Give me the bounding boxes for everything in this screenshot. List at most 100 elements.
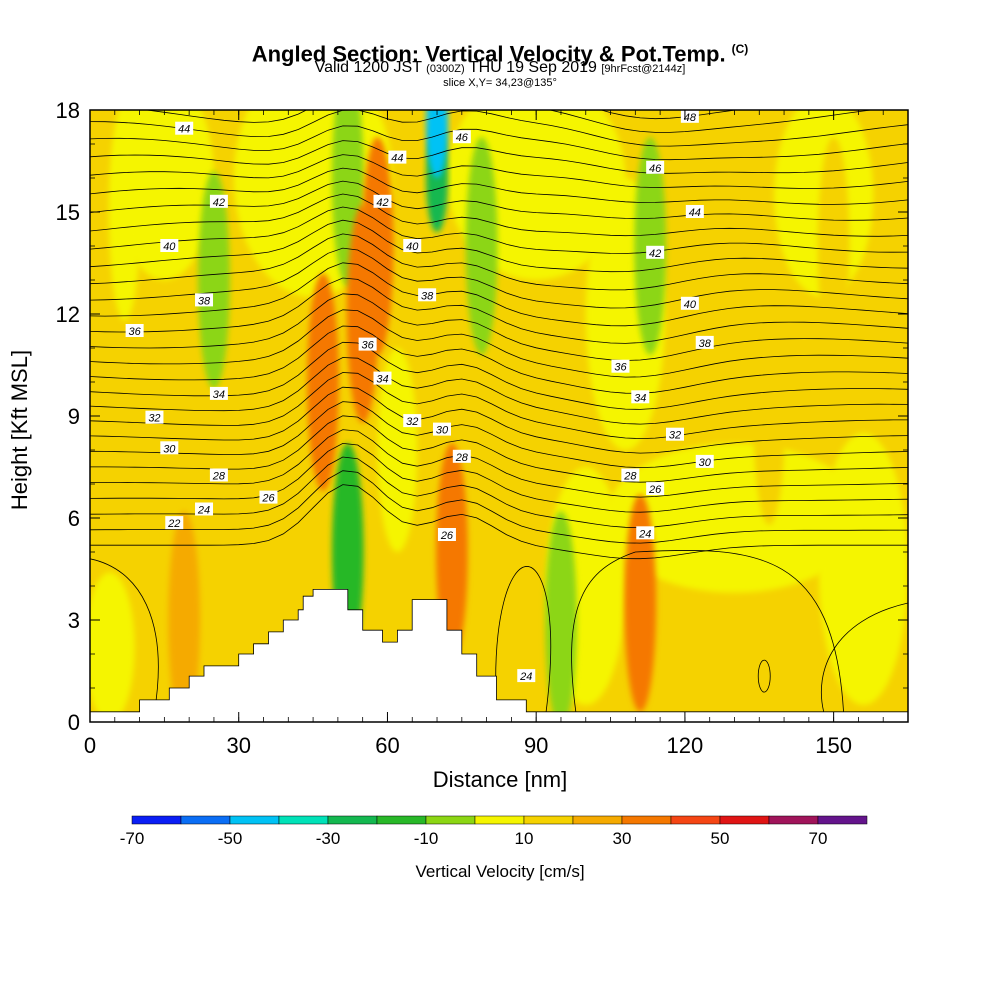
theta-label-text: 26 — [648, 484, 662, 496]
colorbar-segment — [377, 816, 426, 824]
theta-label-text: 42 — [376, 197, 388, 209]
theta-label-text: 46 — [456, 132, 469, 144]
theta-label: 30 — [433, 423, 451, 437]
y-tick-label: 12 — [56, 302, 80, 327]
y-tick-label: 18 — [56, 98, 80, 123]
colorbar-segment — [181, 816, 230, 824]
theta-label: 34 — [210, 387, 228, 401]
theta-label-text: 36 — [361, 340, 374, 352]
theta-label-text: 40 — [684, 299, 697, 311]
theta-label-text: 46 — [649, 163, 662, 175]
theta-label-text: 24 — [197, 505, 210, 517]
x-axis-label: Distance [nm] — [0, 767, 1000, 793]
theta-label: 42 — [373, 195, 391, 209]
theta-label: 40 — [403, 239, 421, 253]
velocity-patch — [819, 433, 908, 705]
theta-label-text: 44 — [391, 153, 403, 165]
theta-label: 42 — [210, 195, 228, 209]
theta-label: 28 — [210, 469, 228, 483]
theta-label-text: 40 — [406, 241, 419, 253]
colorbar-segment — [132, 816, 181, 824]
theta-label-text: 36 — [128, 326, 141, 338]
theta-label: 38 — [696, 336, 714, 350]
theta-label-text: 28 — [455, 452, 469, 464]
velocity-feature — [426, 69, 448, 178]
theta-label: 36 — [611, 360, 629, 374]
theta-label: 32 — [666, 428, 684, 442]
velocity-feature — [109, 103, 141, 321]
theta-label: 46 — [646, 161, 664, 175]
theta-label: 48 — [681, 110, 699, 124]
theta-label-text: 32 — [148, 413, 160, 425]
x-tick-label: 0 — [84, 733, 96, 758]
theta-label: 24 — [195, 503, 213, 517]
y-tick-label: 3 — [68, 608, 80, 633]
colorbar-tick-label: 10 — [515, 829, 534, 848]
velocity-patch — [85, 572, 135, 722]
velocity-feature — [466, 137, 498, 355]
colorbar-segment — [622, 816, 671, 824]
x-tick-label: 30 — [226, 733, 250, 758]
theta-label: 40 — [681, 297, 699, 311]
theta-label-text: 44 — [178, 124, 190, 136]
theta-label: 38 — [418, 288, 436, 302]
colorbar-segment — [671, 816, 720, 824]
theta-label-text: 40 — [163, 241, 176, 253]
theta-label-text: 42 — [649, 248, 661, 260]
theta-label: 42 — [646, 246, 664, 260]
colorbar-segment — [475, 816, 524, 824]
theta-label-text: 28 — [212, 471, 226, 483]
theta-label-text: 34 — [213, 389, 225, 401]
y-axis-label: Height [Kft MSL] — [10, 420, 30, 440]
theta-label-text: 24 — [519, 671, 532, 683]
velocity-feature — [307, 273, 339, 491]
theta-label-text: 30 — [436, 425, 449, 437]
x-tick-label: 120 — [667, 733, 704, 758]
colorbar-title: Vertical Velocity [cm/s] — [0, 862, 1000, 882]
colorbar-segment — [328, 816, 377, 824]
theta-label-text: 42 — [213, 197, 225, 209]
colorbar-segment — [279, 816, 328, 824]
theta-label: 34 — [373, 372, 391, 386]
theta-label-text: 26 — [440, 530, 454, 542]
colorbar-segment — [230, 816, 279, 824]
colorbar-tick-label: 50 — [711, 829, 730, 848]
theta-label: 46 — [453, 130, 471, 144]
theta-label-text: 32 — [406, 416, 418, 428]
colorbar-tick-label: -70 — [120, 829, 145, 848]
theta-label-text: 38 — [699, 338, 712, 350]
theta-label: 26 — [259, 491, 277, 505]
theta-label: 30 — [160, 441, 178, 455]
theta-label: 26 — [646, 482, 664, 496]
theta-label: 40 — [160, 239, 178, 253]
x-tick-label: 60 — [375, 733, 399, 758]
theta-label-text: 22 — [167, 518, 180, 530]
colorbar-tick-label: 30 — [613, 829, 632, 848]
theta-label: 26 — [438, 528, 456, 542]
colorbar-segment — [524, 816, 573, 824]
theta-label-text: 44 — [689, 207, 701, 219]
y-tick-label: 6 — [68, 506, 80, 531]
theta-label-text: 38 — [198, 295, 211, 307]
theta-label: 32 — [145, 411, 163, 425]
theta-label: 24 — [636, 526, 654, 540]
theta-label-text: 34 — [634, 392, 646, 404]
theta-label: 32 — [403, 414, 421, 428]
theta-label-text: 34 — [376, 374, 388, 386]
theta-label-text: 38 — [421, 290, 434, 302]
theta-label: 36 — [359, 338, 377, 352]
colorbar-segment — [720, 816, 769, 824]
x-tick-label: 150 — [815, 733, 852, 758]
y-tick-label: 9 — [68, 404, 80, 429]
colorbar-tick-label: -50 — [218, 829, 243, 848]
theta-label: 34 — [631, 390, 649, 404]
theta-label: 44 — [175, 122, 193, 136]
theta-label-text: 30 — [163, 443, 176, 455]
theta-label-text: 26 — [261, 493, 275, 505]
cross-section-chart: 4442403836343230282624224442403836343230… — [0, 0, 1000, 1000]
theta-label: 44 — [388, 151, 406, 165]
y-tick-label: 15 — [56, 200, 80, 225]
theta-label: 30 — [696, 455, 714, 469]
theta-label-text: 32 — [669, 430, 681, 442]
colorbar-segment — [769, 816, 818, 824]
